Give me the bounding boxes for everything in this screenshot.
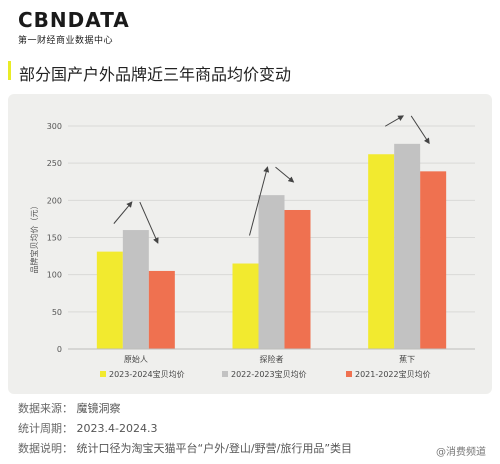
y-tick-label: 50 <box>52 308 62 317</box>
legend-label: 2023-2024宝贝均价 <box>109 369 185 379</box>
footer-period: 统计周期： 2023.4-2024.3 <box>18 420 157 436</box>
trend-arrow <box>249 166 270 236</box>
trend-arrow <box>410 115 430 145</box>
x-tick-label: 蕉下 <box>399 354 415 364</box>
title-accent-bar <box>8 61 11 80</box>
legend-swatch <box>222 371 228 377</box>
bar <box>284 209 311 349</box>
bar <box>368 154 395 349</box>
note-value: 统计口径为淘宝天猫平台“户外/登山/野营/旅行用品”类目 <box>76 442 353 455</box>
y-tick-label: 250 <box>47 159 62 168</box>
x-tick-label: 探险者 <box>260 354 284 364</box>
y-tick-label: 200 <box>47 196 62 205</box>
bar <box>232 263 259 349</box>
bar <box>122 230 149 349</box>
logo: CBNDATA <box>18 8 130 32</box>
y-tick-label: 100 <box>47 271 62 280</box>
y-axis-title: 品牌宝贝均价（元） <box>29 202 39 274</box>
note-label: 数据说明： <box>18 442 73 455</box>
bar <box>258 195 285 349</box>
legend-label: 2022-2023宝贝均价 <box>231 369 307 379</box>
trend-arrow <box>275 166 295 183</box>
bar <box>394 143 421 349</box>
period-value: 2023.4-2024.3 <box>76 422 158 435</box>
period-label: 统计周期： <box>18 422 73 435</box>
source-value: 魔镜洞察 <box>76 402 121 415</box>
watermark: @消费频道 <box>436 447 486 458</box>
legend-swatch <box>100 371 106 377</box>
trend-arrow <box>139 201 159 244</box>
logo-subtitle: 第一财经商业数据中心 <box>18 36 114 46</box>
footer-note: 数据说明： 统计口径为淘宝天猫平台“户外/登山/野营/旅行用品”类目 <box>18 440 352 456</box>
bar <box>420 171 447 349</box>
footer-source: 数据来源： 魔镜洞察 <box>18 400 121 416</box>
y-tick-label: 0 <box>57 345 62 354</box>
legend-swatch <box>346 371 352 377</box>
page-title: 部分国产户外品牌近三年商品均价变动 <box>19 65 292 84</box>
trend-arrow <box>113 201 133 224</box>
bar <box>148 270 175 349</box>
bar <box>96 251 123 349</box>
trend-arrow <box>384 115 405 127</box>
y-tick-label: 300 <box>47 122 62 131</box>
y-tick-label: 150 <box>47 234 62 243</box>
source-label: 数据来源： <box>18 402 73 415</box>
legend-label: 2021-2022宝贝均价 <box>355 369 431 379</box>
x-tick-label: 原始人 <box>124 354 148 364</box>
